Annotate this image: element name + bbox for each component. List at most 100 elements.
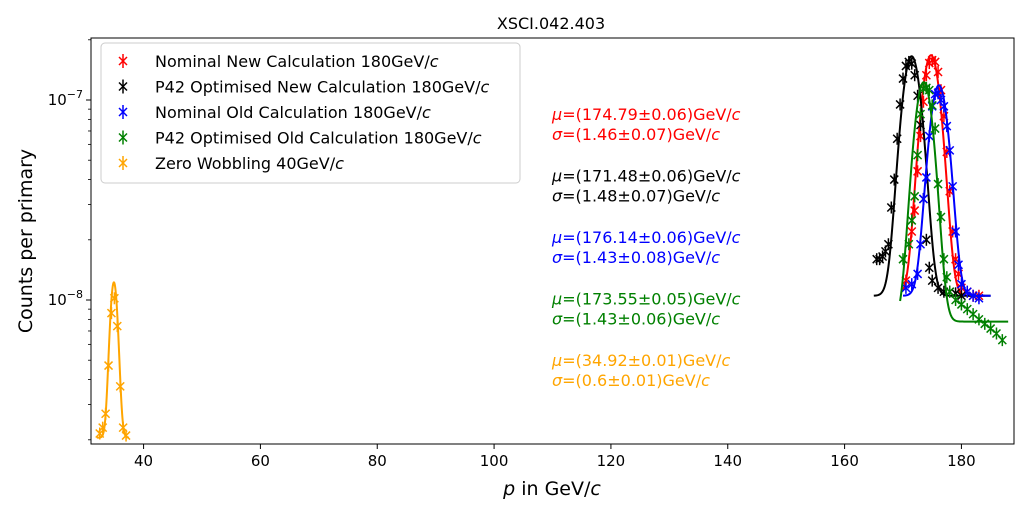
series-2-point — [918, 192, 928, 205]
series-3-point — [962, 303, 972, 316]
legend-label-0: Nominal New Calculation 180GeV/c — [155, 52, 439, 71]
series-1-point — [933, 281, 943, 294]
legend-marker-2 — [118, 105, 128, 119]
series-3-point — [924, 84, 934, 97]
series-3-point — [980, 317, 990, 330]
x-axis-label-unit: c — [590, 478, 601, 500]
x-axis-label-var: p — [502, 478, 515, 500]
series-1-point — [924, 261, 934, 274]
series-3-point — [974, 313, 984, 326]
series-1-point — [910, 69, 920, 82]
fit-annotations: μ=(174.79±0.06)GeV/cσ=(1.46±0.07)GeV/c μ=… — [551, 105, 741, 390]
series-4-point — [115, 380, 125, 393]
x-axis-label-text: in GeV/ — [515, 478, 591, 500]
series-4-point — [121, 429, 131, 442]
series-0-point — [910, 204, 920, 217]
plot-area — [95, 54, 1009, 442]
x-axis: 40 60 80 100 120 140 160 180 — [134, 444, 976, 470]
series-3-point — [913, 149, 923, 162]
series-3-point — [997, 334, 1007, 347]
annotation-sigma-3: σ=(1.43±0.06)GeV/c — [552, 310, 720, 329]
axes-frame — [90, 37, 1015, 445]
series-2-point — [901, 281, 911, 294]
legend-marker-3 — [118, 130, 128, 145]
series-3-point — [927, 99, 937, 112]
series-2-point — [907, 278, 917, 291]
series-4-point — [106, 307, 116, 320]
series-3-point — [898, 253, 908, 266]
series-2-point — [951, 225, 961, 238]
series-0-point — [907, 225, 917, 238]
annotation-mu-2: μ=(176.14±0.06)GeV/c — [551, 228, 741, 247]
annotation-mu-3: μ=(173.55±0.05)GeV/c — [551, 290, 741, 309]
series-2-point — [916, 238, 926, 251]
y-tick-label: 10−7 — [48, 88, 83, 109]
series-2-point — [939, 100, 949, 113]
x-tick-label: 80 — [368, 452, 387, 470]
x-tick-label: 60 — [251, 452, 270, 470]
series-2-point — [945, 144, 955, 157]
series-1-point — [883, 238, 893, 251]
series-2-point — [974, 292, 984, 305]
series-3-point — [904, 238, 914, 251]
y-axis-label: Counts per primary — [15, 149, 37, 333]
annotation-sigma-0: σ=(1.46±0.07)GeV/c — [552, 125, 720, 144]
series-0-point — [913, 165, 923, 178]
series-3-point — [910, 190, 920, 203]
series-2-point — [913, 267, 923, 280]
series-1-point — [898, 72, 908, 85]
series-2-point — [953, 258, 964, 271]
chart-title: XSCI.042.403 — [497, 14, 605, 33]
series-4-point — [98, 421, 108, 434]
x-tick-label: 160 — [830, 452, 859, 470]
series-1-point — [927, 274, 937, 287]
annotation-sigma-2: σ=(1.43±0.08)GeV/c — [552, 248, 720, 267]
series-3-point — [986, 322, 996, 335]
series-3-point — [936, 211, 946, 224]
series-1-point — [889, 173, 899, 186]
series-2-point — [921, 171, 931, 184]
annotation-mu-4: μ=(34.92±0.01)GeV/c — [551, 351, 731, 370]
annotation-mu-1: μ=(171.48±0.06)GeV/c — [551, 167, 741, 186]
x-tick-label: 140 — [713, 452, 742, 470]
series-1-point — [892, 132, 902, 145]
legend-marker-0 — [118, 54, 128, 68]
series-1-point — [886, 201, 896, 214]
x-tick-label: 120 — [597, 452, 626, 470]
series-3-point — [945, 285, 955, 298]
series-0-point — [930, 55, 940, 68]
series-4-point — [112, 320, 122, 333]
series-1-point — [907, 57, 917, 70]
legend-label-3: P42 Optimised Old Calculation 180GeV/c — [155, 129, 482, 148]
legend-label-4: Zero Wobbling 40GeV/c — [155, 154, 344, 173]
legend: Nominal New Calculation 180GeV/c P42 Opti… — [100, 42, 521, 184]
series-3-point — [968, 308, 978, 321]
legend-box — [100, 42, 521, 184]
legend-label-1: P42 Optimised New Calculation 180GeV/c — [155, 78, 489, 97]
series-2-point — [924, 130, 934, 143]
series-0-point — [933, 66, 943, 79]
legend-marker-1 — [118, 79, 128, 94]
series-2-point — [968, 289, 978, 302]
series-3-point — [939, 253, 949, 266]
series-2-point — [956, 278, 966, 291]
x-tick-label: 180 — [947, 452, 976, 470]
series-2-point — [962, 285, 972, 298]
series-4-point — [109, 292, 119, 305]
series-2-point — [948, 180, 958, 193]
annotation-sigma-4: σ=(0.6±0.01)GeV/c — [552, 371, 710, 390]
series-4-point — [101, 407, 111, 420]
series-1-point — [921, 233, 931, 246]
y-axis: 10−7 10−8 — [48, 39, 91, 441]
series-3-point — [930, 122, 940, 135]
x-axis-label: p in GeV/c — [502, 478, 601, 500]
series-3-fit-curve — [899, 81, 1009, 323]
x-tick-label: 40 — [134, 452, 153, 470]
series-3-point — [942, 271, 952, 284]
series-0-point — [921, 69, 931, 82]
legend-label-2: Nominal Old Calculation 180GeV/c — [155, 103, 431, 122]
series-4-point — [103, 359, 114, 372]
series-3-point — [951, 294, 961, 306]
series-4-fit-curve — [96, 281, 130, 439]
annotation-mu-0: μ=(174.79±0.06)GeV/c — [551, 105, 741, 124]
